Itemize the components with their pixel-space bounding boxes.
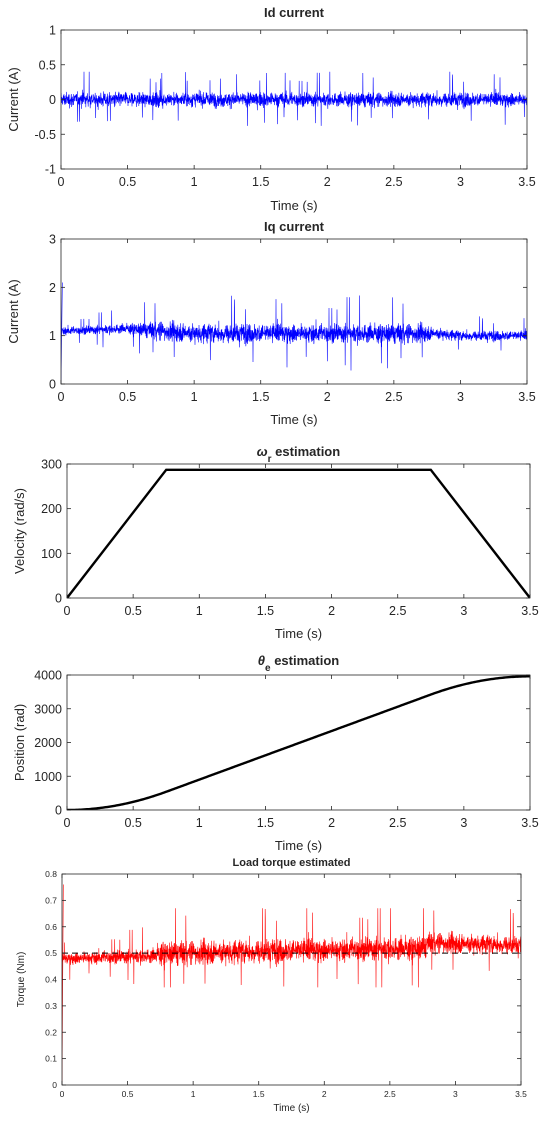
y-axis-label: Current (A) [6, 67, 21, 131]
axes-frame [60, 238, 528, 385]
y-tick-label: 4000 [34, 669, 62, 683]
chart-panel-1: 0 0.5 1 1.5 2 2.5 3 3.5 -1 -0.5 0 0.5 1 Id current Tim… [6, 5, 536, 213]
x-tick-label: 1 [196, 604, 203, 618]
y-tick-label: 1 [49, 24, 56, 38]
x-tick-label: 1.5 [257, 816, 274, 830]
y-tick-label: 0.4 [45, 975, 57, 985]
y-axis-label: Velocity (rad/s) [12, 488, 27, 574]
y-tick-label: 0 [49, 378, 56, 392]
x-tick-label: 1 [191, 390, 198, 404]
x-tick-label: 3.5 [521, 604, 538, 618]
y-tick-label: 300 [41, 458, 62, 472]
y-tick-label: 0.5 [39, 58, 56, 72]
y-tick-label: 0.3 [45, 1001, 57, 1011]
plot-area [62, 874, 521, 1085]
y-axis-label: Position (rad) [12, 704, 27, 781]
x-tick-label: 3 [457, 175, 464, 189]
x-tick-label: 3.5 [518, 390, 535, 404]
x-tick-label: 3 [460, 816, 467, 830]
y-tick-label: 0.8 [45, 869, 57, 879]
x-tick-label: 2 [328, 816, 335, 830]
y-tick-label: 200 [41, 502, 62, 516]
y-tick-label: 0 [55, 592, 62, 606]
x-tick-label: 3.5 [515, 1089, 527, 1099]
y-tick-label: 0 [52, 1080, 57, 1090]
x-tick-label: 0 [58, 175, 65, 189]
x-tick-label: 0 [58, 390, 65, 404]
y-tick-label: 2000 [34, 736, 62, 750]
y-tick-label: 0.5 [45, 948, 57, 958]
y-tick-label: 0 [49, 93, 56, 107]
x-tick-label: 1 [196, 816, 203, 830]
x-tick-label: 0 [64, 816, 71, 830]
y-axis-label: Current (A) [6, 279, 21, 343]
y-tick-label: 2 [49, 281, 56, 295]
axes-frame [66, 463, 531, 599]
y-tick-label: 1 [49, 329, 56, 343]
x-tick-label: 2.5 [389, 604, 406, 618]
y-tick-label: 0 [55, 804, 62, 818]
y-tick-label: -1 [45, 163, 56, 177]
x-tick-label: 3 [460, 604, 467, 618]
x-tick-label: 1 [191, 175, 198, 189]
y-axis-label: Torque (Nm) [16, 952, 27, 1008]
x-tick-label: 1.5 [252, 390, 269, 404]
series-1-line [61, 71, 527, 126]
x-tick-label: 2 [324, 175, 331, 189]
y-tick-label: 1000 [34, 770, 62, 784]
x-axis-label: Time (s) [270, 198, 317, 213]
x-tick-label: 3 [453, 1089, 458, 1099]
x-axis-label: Time (s) [275, 626, 322, 641]
x-axis-label: Time (s) [273, 1103, 309, 1114]
chart-title: θe estimation [258, 653, 339, 674]
chart-panel-3: 0 0.5 1 1.5 2 2.5 3 3.5 0 100 200 300 ωr estimation T… [12, 444, 539, 641]
plot-area [61, 239, 527, 384]
y-tick-label: 0.2 [45, 1027, 57, 1037]
x-tick-label: 2 [328, 604, 335, 618]
x-tick-label: 3 [457, 390, 464, 404]
x-tick-label: 0.5 [124, 604, 141, 618]
chart-panel-2: 0 0.5 1 1.5 2 2.5 3 3.5 0 1 2 3 Iq current Time (s) Cu… [6, 219, 536, 427]
y-tick-label: 3 [49, 233, 56, 247]
x-tick-label: 3.5 [521, 816, 538, 830]
x-tick-label: 2.5 [384, 1089, 396, 1099]
x-tick-label: 2.5 [385, 390, 402, 404]
x-tick-label: 0 [64, 604, 71, 618]
x-tick-label: 1.5 [257, 604, 274, 618]
chart-title: Iq current [264, 219, 325, 234]
chart-panel-4: 0 0.5 1 1.5 2 2.5 3 3.5 0 1000 2000 3000 4000 θe esti… [12, 653, 539, 853]
x-tick-label: 1.5 [252, 175, 269, 189]
x-axis-label: Time (s) [275, 838, 322, 853]
x-tick-label: 0.5 [122, 1089, 134, 1099]
series-1-line [67, 468, 530, 598]
y-tick-label: 0.1 [45, 1054, 57, 1064]
series-1-line [67, 675, 530, 810]
x-axis-label: Time (s) [270, 412, 317, 427]
x-tick-label: 2 [324, 390, 331, 404]
chart-panel-5: 0 0.5 1 1.5 2 2.5 3 3.5 0 0.1 0.2 0.3 0.4 0.5 0.6 0.7 0.… [16, 857, 527, 1114]
y-tick-label: 0.7 [45, 895, 57, 905]
y-tick-label: -0.5 [34, 128, 56, 142]
y-tick-label: 3000 [34, 702, 62, 716]
y-tick-label: 100 [41, 547, 62, 561]
x-tick-label: 1.5 [253, 1089, 265, 1099]
x-tick-label: 3.5 [518, 175, 535, 189]
x-tick-label: 0 [60, 1089, 65, 1099]
plot-data [67, 468, 530, 598]
plot-data [61, 71, 527, 126]
x-tick-label: 0.5 [119, 175, 136, 189]
plot-data [67, 675, 530, 810]
plot-area [67, 464, 530, 598]
y-tick-label: 0.6 [45, 922, 57, 932]
x-tick-label: 2.5 [389, 816, 406, 830]
chart-title: Load torque estimated [233, 857, 351, 869]
x-tick-label: 2 [322, 1089, 327, 1099]
chart-title: Id current [264, 5, 325, 20]
x-tick-label: 0.5 [119, 390, 136, 404]
x-tick-label: 1 [191, 1089, 196, 1099]
x-tick-label: 2.5 [385, 175, 402, 189]
x-tick-label: 0.5 [124, 816, 141, 830]
chart-title: ωr estimation [257, 444, 340, 465]
